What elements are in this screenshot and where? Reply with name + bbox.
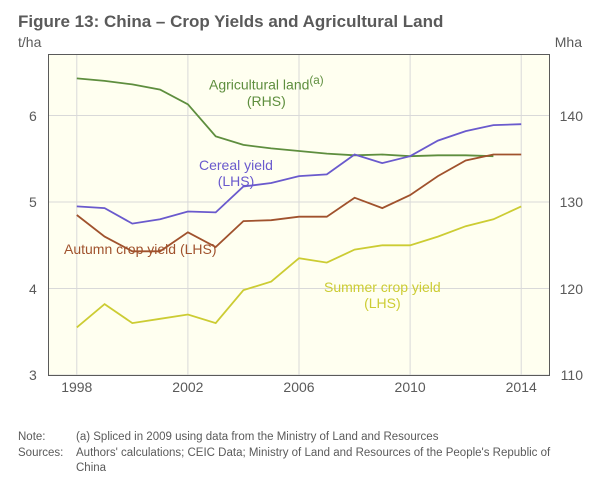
right-axis-label: Mha bbox=[555, 34, 582, 50]
footnotes: Note: (a) Spliced in 2009 using data fro… bbox=[18, 430, 582, 477]
series-label: Agricultural land(a)(RHS) bbox=[209, 74, 324, 109]
series-label: Cereal yield(LHS) bbox=[199, 157, 273, 189]
figure-container: Figure 13: China – Crop Yields and Agric… bbox=[0, 0, 600, 500]
left-tick: 3 bbox=[29, 367, 37, 383]
series-label: Autumn crop yield (LHS) bbox=[64, 241, 217, 257]
figure-title: Figure 13: China – Crop Yields and Agric… bbox=[18, 12, 582, 32]
left-tick: 4 bbox=[29, 281, 37, 297]
sources-key: Sources: bbox=[18, 446, 76, 477]
x-tick: 2006 bbox=[283, 379, 314, 395]
left-tick: 5 bbox=[29, 194, 37, 210]
right-tick: 120 bbox=[560, 281, 583, 297]
sources-text: Authors' calculations; CEIC Data; Minist… bbox=[76, 446, 582, 477]
right-tick: 110 bbox=[561, 367, 583, 383]
note-key: Note: bbox=[18, 430, 76, 446]
right-tick: 140 bbox=[560, 108, 583, 124]
chart-outer: t/ha Mha 3456110120130140199820022006201… bbox=[18, 36, 582, 406]
x-tick: 2010 bbox=[395, 379, 426, 395]
left-axis-label: t/ha bbox=[18, 34, 41, 50]
right-tick: 130 bbox=[560, 194, 583, 210]
series-label: Summer crop yield(LHS) bbox=[324, 279, 441, 311]
x-tick: 1998 bbox=[61, 379, 92, 395]
x-tick: 2014 bbox=[506, 379, 537, 395]
chart-area: 345611012013014019982002200620102014Agri… bbox=[48, 54, 550, 376]
left-tick: 6 bbox=[29, 108, 37, 124]
x-tick: 2002 bbox=[172, 379, 203, 395]
note-text: (a) Spliced in 2009 using data from the … bbox=[76, 430, 582, 446]
